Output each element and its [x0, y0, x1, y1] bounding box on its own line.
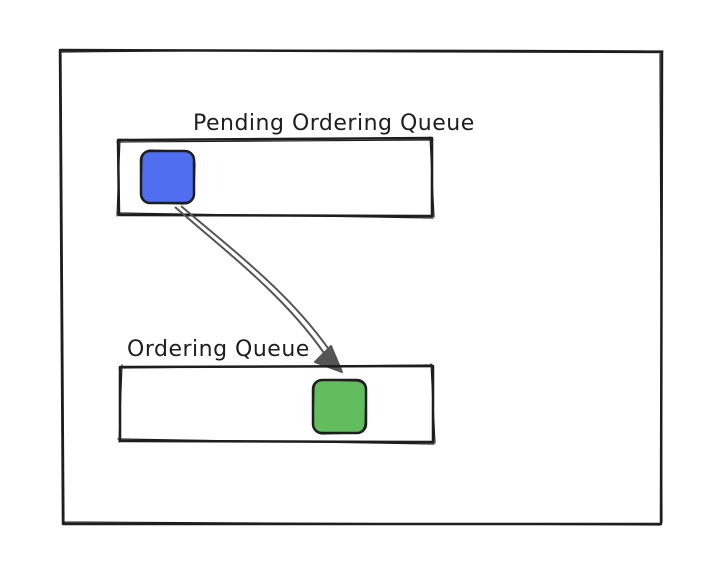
pending-queue-box: [116, 136, 435, 219]
ordering-queue-title: Ordering Queue: [127, 337, 310, 362]
pending-item-square[interactable]: [139, 149, 196, 205]
pending-queue-title: Pending Ordering Queue: [193, 111, 475, 136]
arrow-head-icon: [314, 345, 343, 373]
outer-frame: [58, 48, 664, 526]
ordered-item-square[interactable]: [311, 378, 368, 435]
ordering-queue-box: [117, 363, 436, 445]
